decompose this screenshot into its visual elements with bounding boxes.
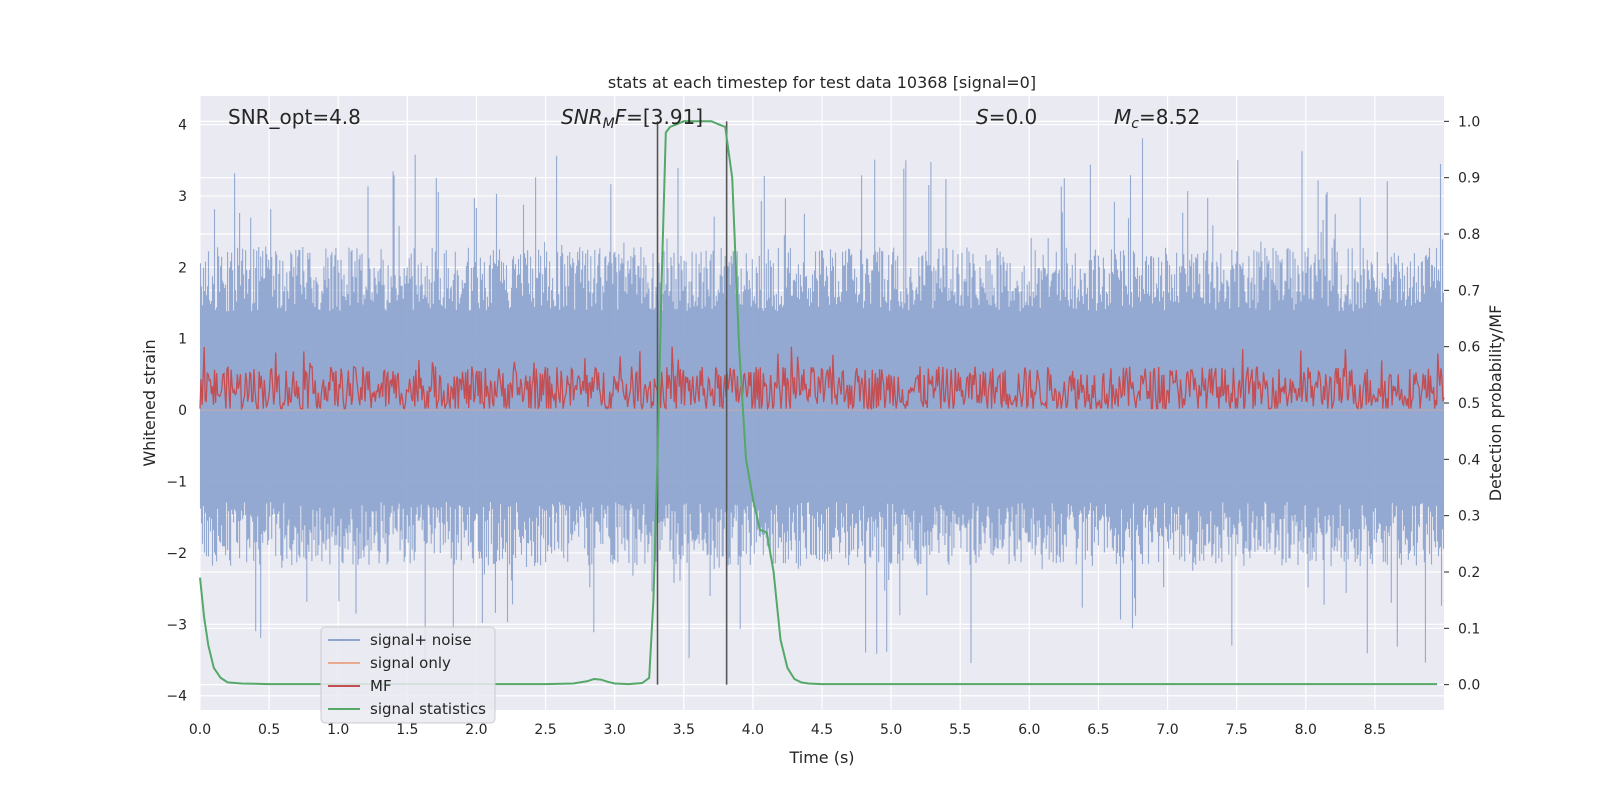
annotation-s: S=0.0 [976,105,1037,129]
y-right-tick-label: 0.3 [1458,509,1480,525]
x-tick-label: 6.5 [1087,722,1109,738]
x-axis-label: Time (s) [788,748,854,767]
y-right-tick-label: 0.5 [1458,396,1480,412]
legend-label-signal-statistics: signal statistics [370,700,486,718]
x-tick-label: 8.5 [1364,722,1386,738]
legend-box [320,626,496,724]
x-tick-label: 4.0 [742,722,764,738]
y-right-tick-label: 0.1 [1458,621,1480,637]
x-tick-label: 3.5 [673,722,695,738]
x-tick-label: 8.0 [1295,722,1317,738]
y-right-tick-label: 0.9 [1458,171,1480,187]
y-axis-left-label: Whitened strain [140,339,159,466]
annotation-mc: Mc=8.52 [1114,105,1200,132]
x-tick-label: 4.5 [811,722,833,738]
y-left-tick-label: 4 [178,118,187,134]
x-tick-label: 7.5 [1226,722,1248,738]
x-tick-label: 5.5 [949,722,971,738]
y-left-tick-label: 2 [178,260,187,276]
y-left-tick-label: −2 [166,546,187,562]
y-right-tick-label: 0.6 [1458,340,1480,356]
x-tick-label: 3.0 [604,722,626,738]
y-right-tick-label: 0.2 [1458,565,1480,581]
x-tick-label: 7.0 [1156,722,1178,738]
legend-label-signal-only: signal only [370,654,451,672]
y-left-tick-label: −1 [166,475,187,491]
x-tick-label: 5.0 [880,722,902,738]
y-right-tick-label: 0.0 [1458,678,1480,694]
x-tick-label: 1.5 [396,722,418,738]
x-tick-label: 2.5 [534,722,556,738]
x-tick-label: 0.5 [258,722,280,738]
y-left-tick-label: −3 [166,617,187,633]
y-right-tick-label: 0.8 [1458,227,1480,243]
tick-labels: 0.0 0.5 1.0 1.5 2.0 2.5 3.0 3.5 4.0 4.5 5.0 5.5 6.0 6… [166,114,1480,738]
y-axis-right-label: Detection probability/MF [1486,305,1505,502]
annotation-snr-opt: SNR_opt=4.8 [228,105,361,129]
y-left-tick-label: −4 [166,689,187,705]
annotation-snr-mf: SNRMF=[3.91] [561,105,703,132]
x-tick-label: 6.0 [1018,722,1040,738]
mf-line [199,346,1445,412]
legend-label-mf: MF [370,677,392,695]
y-left-tick-label: 3 [178,189,187,205]
legend-label-signal-noise: signal+ noise [370,631,472,649]
chart-title: stats at each timestep for test data 103… [608,73,1036,92]
x-tick-label: 2.0 [465,722,487,738]
y-right-tick-label: 1.0 [1458,114,1480,130]
x-tick-label: 1.0 [327,722,349,738]
vertical-markers [656,121,728,685]
mf-series [199,346,1445,412]
y-left-tick-label: 1 [178,332,187,348]
x-tick-label: 0.0 [189,722,211,738]
legend: signal+ noise signal only MF signal stat… [320,626,496,724]
y-right-tick-label: 0.7 [1458,283,1480,299]
y-right-tick-label: 0.4 [1458,452,1480,468]
y-left-tick-label: 0 [178,403,187,419]
